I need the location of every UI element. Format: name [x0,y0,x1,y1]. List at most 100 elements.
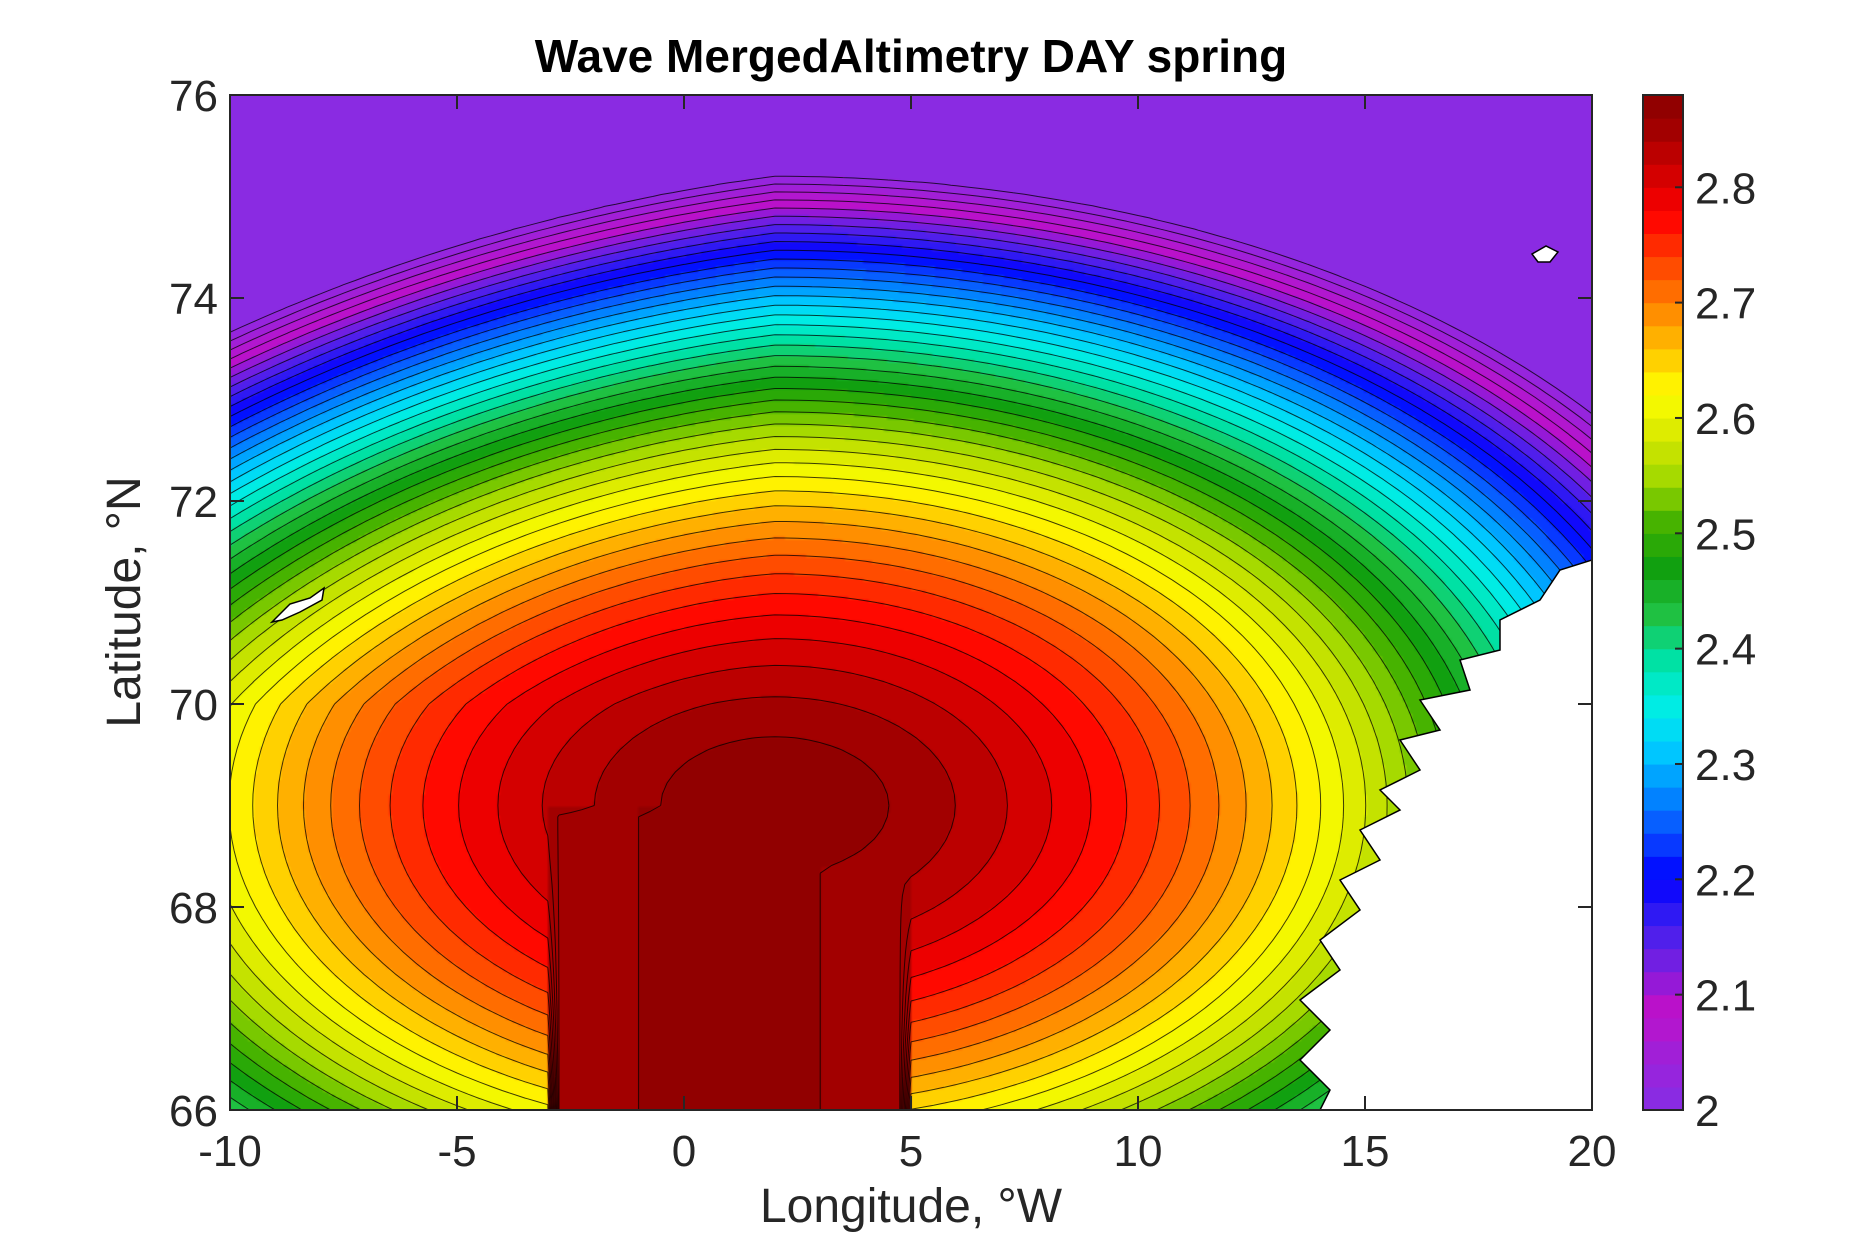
colorbar-swatch [1643,1017,1683,1042]
colorbar-swatch [1643,394,1683,419]
contour-line [541,664,1008,1110]
x-axis: -10 -5 0 5 10 15 20 [198,95,1616,1176]
colorbar-swatch [1643,1063,1683,1088]
y-tick-label: 66 [169,1087,218,1136]
colorbar-swatch [1643,671,1683,696]
contour-line [230,462,1345,1110]
y-tick-label: 74 [169,275,218,324]
colorbar-swatch [1643,925,1683,950]
colorbar-swatch [1643,810,1683,834]
y-tick-label: 68 [169,884,218,933]
colorbar-swatch [1643,233,1683,258]
colorbar-swatch [1643,579,1683,604]
colorbar-swatch [1643,95,1683,119]
plot-area [230,95,1592,1110]
colorbar-swatch [1643,256,1683,281]
x-tick-label: 20 [1568,1127,1617,1176]
colorbar-swatch [1643,1040,1683,1065]
colorbar-swatch [1643,556,1683,581]
colorbar-swatch [1643,141,1683,165]
contour-line [230,199,1592,454]
colorbar-swatch [1643,971,1683,996]
y-axis: 66 68 70 72 74 76 [169,72,1592,1136]
contour-line [230,232,1592,1110]
contour-line [230,191,1592,440]
colorbar-swatch [1643,694,1683,719]
y-axis-label: Latitude, °N [98,476,151,727]
chart-title: Wave MergedAltimetry DAY spring [535,30,1287,82]
contour-line [230,258,1592,1110]
colorbar-tick-label: 2.6 [1695,395,1756,444]
contour-line [230,476,1322,1110]
contour-line [230,215,1592,483]
colorbar-tick-label: 2.4 [1695,626,1756,675]
colorbar-swatch [1643,902,1683,927]
contour-line [389,573,1160,1110]
colorbar-swatch [1643,164,1683,188]
colorbar-swatch [1643,856,1683,880]
x-tick-label: 10 [1114,1127,1163,1176]
colorbar-swatch [1643,625,1683,650]
colorbar: 2 2.1 2.2 2.3 2.4 2.5 2.6 2.7 2.8 [1642,94,1756,1136]
contour-line [230,249,1592,1110]
colorbar-swatch [1643,533,1683,557]
colorbar-swatch [1643,648,1683,673]
contour-line [458,614,1092,1110]
colorbar-tick-label: 2.1 [1695,972,1756,1021]
island-jan-mayen [269,586,326,624]
colorbar-swatch [1643,187,1683,211]
x-axis-label: Longitude, °W [760,1180,1063,1233]
colorbar-tick-label: 2 [1695,1087,1719,1136]
contour-line [557,696,956,1110]
colorbar-swatch [1643,879,1683,903]
y-tick-label: 70 [169,681,218,730]
colorbar-swatch [1643,833,1683,857]
colorbar-swatch [1643,417,1683,442]
colorbar-swatch [1643,325,1683,350]
colorbar-tick-label: 2.8 [1695,164,1756,213]
contour-line [359,554,1191,1110]
x-tick-label: 0 [672,1127,696,1176]
colorbar-swatch [1643,371,1683,396]
colorbar-swatch [1643,787,1683,811]
contour-line [230,241,1592,1110]
x-tick-label: -10 [198,1127,262,1176]
colorbar-swatch [1643,948,1683,973]
x-tick-label: 5 [899,1127,923,1176]
colorbar-swatch [1643,763,1683,788]
colorbar-swatch [1643,487,1683,511]
colorbar-swatch [1643,464,1683,488]
colorbar-tick-label: 2.7 [1695,280,1756,329]
colorbar-swatch [1643,602,1683,627]
colorbar-tick-label: 2.5 [1695,510,1756,559]
contour-line [497,638,1053,1110]
contour-line [277,505,1273,1110]
contour-line [230,224,1592,498]
contour-line [330,537,1220,1110]
contour-line [230,175,1592,415]
colorbar-tick-label: 2.2 [1695,856,1756,905]
colorbar-swatch [1643,118,1683,142]
contour-line [422,593,1128,1110]
colorbar-swatch [1643,210,1683,235]
colorbar-swatch [1643,510,1683,534]
colorbar-swatch [1643,994,1683,1019]
y-tick-label: 76 [169,72,218,121]
contour-line [230,183,1592,427]
contour-line [230,267,1592,1110]
island-bear [1530,245,1560,263]
colorbar-swatch [1643,302,1683,327]
colorbar-frame [1642,94,1684,1111]
y-tick-label: 72 [169,478,218,527]
colorbar-swatch [1643,279,1683,304]
x-tick-label: 15 [1341,1127,1390,1176]
colorbar-swatch [1643,441,1683,465]
x-tick-label: -5 [437,1127,476,1176]
contour-line [303,521,1247,1110]
colorbar-swatch [1643,740,1683,765]
contour-line [230,207,1592,468]
colorbar-swatch [1643,348,1683,373]
colorbar-swatch [1643,717,1683,742]
landmass-norway-coast [1298,559,1592,1110]
